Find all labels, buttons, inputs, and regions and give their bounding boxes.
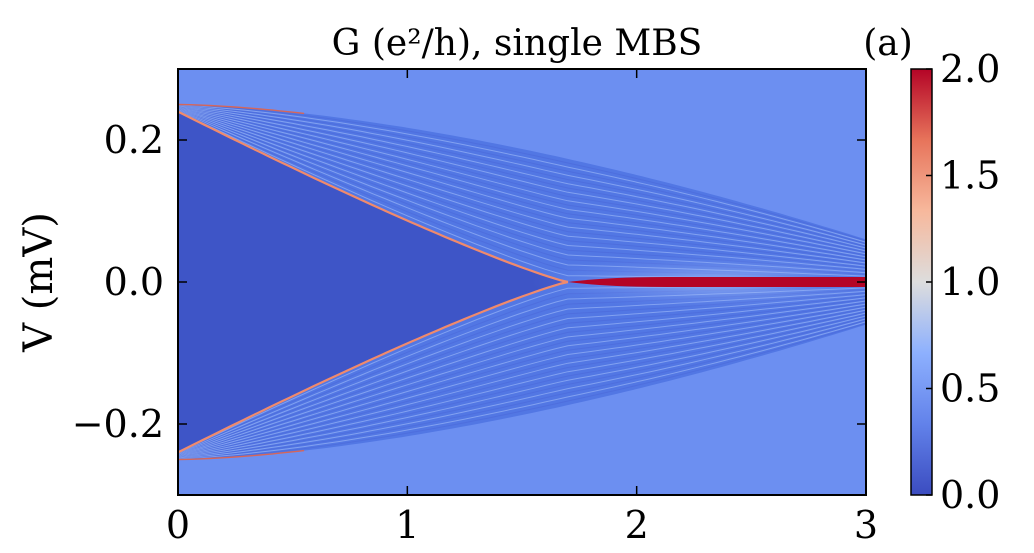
outer-edge-upper — [178, 103, 305, 115]
outer-edge-lower — [178, 449, 305, 461]
fringe-line — [178, 312, 866, 459]
x-tick-label: 3 — [854, 503, 878, 547]
fringe-line — [178, 104, 866, 243]
fringe-line — [178, 302, 866, 457]
colorbar: 0.0 0.5 1.0 1.5 2.0 — [910, 47, 1000, 517]
colorbar-tick-label: 2.0 — [940, 47, 1000, 91]
gap-edge-upper — [178, 110, 569, 284]
fringe-line — [178, 308, 866, 458]
fringe-line — [178, 108, 866, 267]
fringe-line — [178, 104, 866, 242]
fringe-line — [178, 309, 866, 458]
fringe-line — [178, 105, 866, 248]
x-tick-label: 2 — [625, 503, 649, 547]
fringe-line — [178, 298, 866, 456]
chart-title: G (e²/h), single MBS — [332, 23, 703, 64]
x-tick-label: 1 — [395, 503, 419, 547]
fringe-line — [178, 305, 866, 457]
fringe-line — [178, 303, 866, 457]
fringe-line — [178, 297, 866, 456]
y-axis: −0.2 0.0 0.2 — [72, 118, 866, 446]
fringe-line — [178, 108, 866, 266]
fringe-line — [178, 315, 866, 459]
y-tick-label: 0.0 — [104, 260, 164, 304]
gap-region — [178, 111, 568, 453]
colorbar-tick-label: 1.0 — [940, 260, 1000, 304]
fringe-line — [178, 107, 866, 259]
fringe-line — [178, 105, 866, 246]
x-tick-label: 0 — [166, 503, 190, 547]
panel-label: (a) — [863, 23, 913, 64]
fringe-line — [178, 104, 866, 245]
fringe-line — [178, 316, 866, 459]
colorbar-tick-label: 1.5 — [940, 154, 1000, 198]
y-tick-label: 0.2 — [104, 118, 164, 162]
fringe-line — [178, 306, 866, 458]
x-axis: 0 1 2 3 — [166, 69, 878, 547]
heatmap — [178, 69, 866, 495]
colorbar-tick-label: 0.0 — [940, 473, 1000, 517]
colorbar-ticks: 0.0 0.5 1.0 1.5 2.0 — [926, 47, 1000, 517]
gap-edge-lower — [178, 280, 569, 454]
y-axis-label: V (mV) — [16, 212, 62, 353]
fringe-line — [178, 106, 866, 256]
fringe-line — [178, 106, 866, 253]
fringe-line — [178, 300, 866, 457]
fringe-line — [178, 106, 866, 258]
fringe-line — [178, 107, 866, 264]
zero-bias-peak — [567, 277, 866, 287]
fringe-line — [178, 106, 866, 255]
fringe-line — [178, 105, 866, 252]
fringe-line — [178, 311, 866, 458]
fringe-line — [178, 319, 866, 460]
fringe-line — [178, 318, 866, 459]
colorbar-tick-label: 0.5 — [940, 367, 1000, 411]
fringe-line — [178, 107, 866, 261]
fringe-line — [178, 314, 866, 459]
fringe-line — [178, 107, 866, 262]
fringe-line — [178, 105, 866, 249]
fringe-line — [178, 322, 866, 460]
fringe-line — [178, 321, 866, 460]
fringe-line — [178, 105, 866, 250]
y-tick-label: −0.2 — [72, 402, 164, 446]
